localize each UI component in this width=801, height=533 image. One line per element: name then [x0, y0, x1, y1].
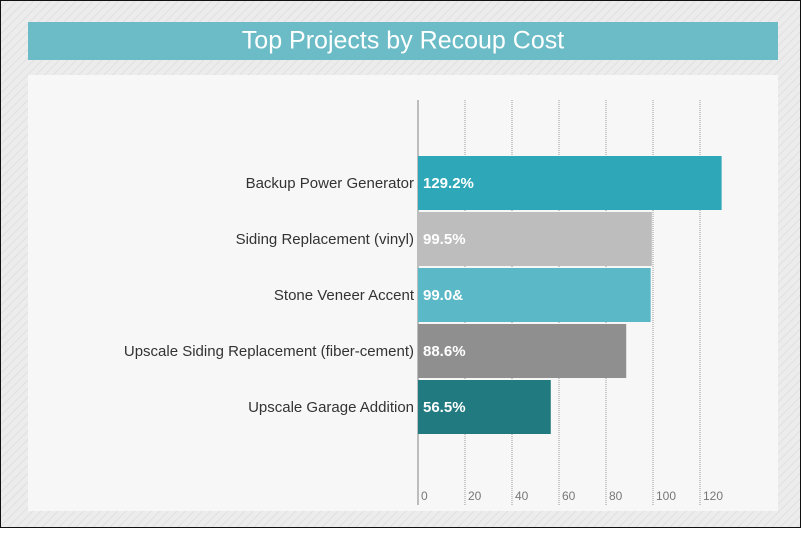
bar: [418, 212, 652, 266]
x-tick-label: 20: [468, 489, 482, 503]
x-tick-label: 40: [515, 489, 529, 503]
x-tick-label: 0: [421, 489, 428, 503]
bar: [418, 380, 551, 434]
y-tick-label: Backup Power Generator: [246, 175, 414, 192]
bar: [418, 156, 722, 210]
x-tick-label: 80: [609, 489, 623, 503]
y-tick-label: Upscale Garage Addition: [248, 399, 414, 416]
chart-title: Top Projects by Recoup Cost: [242, 27, 564, 55]
value-label: 129.2%: [423, 175, 474, 192]
x-tick-label: 100: [656, 489, 676, 503]
value-label: 88.6%: [423, 343, 466, 360]
x-tick-label: 60: [562, 489, 576, 503]
value-label: 99.0&: [423, 287, 463, 304]
bar: [418, 324, 627, 378]
bar: [418, 268, 651, 322]
y-tick-label: Siding Replacement (vinyl): [236, 231, 414, 248]
y-tick-label: Stone Veneer Accent: [274, 287, 415, 304]
value-label: 56.5%: [423, 399, 466, 416]
x-tick-label: 120: [703, 489, 723, 503]
value-label: 99.5%: [423, 231, 466, 248]
title-bar: [28, 22, 778, 60]
y-tick-label: Upscale Siding Replacement (fiber-cement…: [124, 343, 414, 360]
